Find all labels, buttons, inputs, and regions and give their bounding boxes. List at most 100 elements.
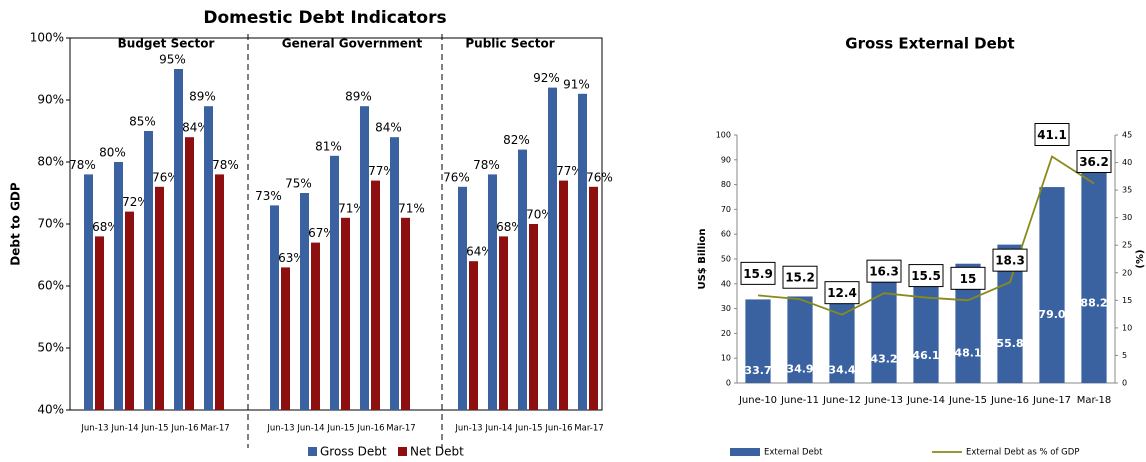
label-box [992,248,1028,272]
x-tick-label: June-11 [780,395,819,406]
value-label: 91% [563,77,590,91]
value-label: 68% [496,220,523,234]
x-tick-label: June-17 [1032,395,1071,406]
y-tick-label: 40% [37,403,64,417]
panel-title: Public Sector [465,37,554,51]
bar [215,174,224,410]
bar [469,261,478,410]
bar [330,155,339,410]
bar [518,149,527,410]
y-tick-label: 40 [721,279,731,288]
chart-title: Gross External Debt [845,35,1014,53]
y2-tick-label: 15 [1122,296,1132,305]
y2-tick-label: 35 [1122,186,1132,195]
bar-value-label: 33.7 [744,364,771,377]
bar [185,137,194,410]
x-tick-label: Jun-14 [110,424,138,434]
x-tick-label: Mar-17 [386,424,415,434]
value-label: 89% [345,90,372,104]
bar-value-label: 79.0 [1038,308,1065,321]
x-tick-label: Mar-17 [574,424,603,434]
bar [125,211,134,410]
value-label: 85% [129,115,156,129]
bar [499,236,508,410]
label-box [1034,122,1070,146]
x-tick-label: Jun-15 [514,424,542,434]
value-label: 71% [338,201,365,215]
label-box [782,265,818,289]
bar-value-label: 48.1 [954,346,981,359]
value-label: 92% [533,71,560,85]
value-label: 71% [398,201,425,215]
legend-swatch [308,447,317,456]
x-tick-label: Jun-15 [326,424,354,434]
value-label: 67% [308,226,335,240]
y-tick-label: 10 [721,354,731,363]
bar [281,267,290,410]
x-tick-label: Mar-17 [200,424,229,434]
value-label: 95% [159,53,186,67]
bar [401,217,410,410]
x-tick-label: June-12 [822,395,861,406]
value-label: 76% [586,170,613,184]
y-tick-label: 70% [37,217,64,231]
bar [360,106,369,410]
y2-tick-label: 30 [1122,213,1132,222]
label-box [1076,149,1112,173]
y-tick-label: 50% [37,341,64,355]
y-tick-label: 80 [721,180,731,189]
bar [300,193,309,410]
bar [787,296,813,383]
label-box [908,264,944,288]
label-box [866,259,902,283]
bar [114,162,123,410]
value-label: 78% [69,158,96,172]
x-tick-label: June-13 [864,395,903,406]
line-value-label: 15.9 [743,267,773,281]
value-label: 81% [315,139,342,153]
bar [913,268,939,383]
y-tick-label: 30 [721,304,731,313]
bar [548,87,557,410]
value-label: 89% [189,90,216,104]
line-value-label: 12.4 [827,286,857,300]
value-label: 70% [526,208,553,222]
value-label: 68% [92,220,119,234]
bar [458,186,467,410]
panel-title: General Government [282,37,423,51]
value-label: 75% [285,177,312,191]
value-label: 78% [473,158,500,172]
y2-tick-label: 10 [1122,323,1132,332]
y-tick-label: 60 [721,230,731,239]
bar-value-label: 43.2 [870,352,897,365]
line-value-label: 36.2 [1079,155,1109,169]
line-value-label: 41.1 [1037,128,1067,142]
line-value-label: 15 [960,272,977,286]
y2-axis-label: (%) [1135,249,1146,268]
y2-tick-label: 20 [1122,268,1132,277]
line-value-label: 18.3 [995,254,1025,268]
chart-title: Domestic Debt Indicators [203,8,446,28]
x-tick-label: Jun-16 [356,424,384,434]
bar [529,224,538,410]
value-label: 84% [182,121,209,135]
x-tick-label: Jun-16 [544,424,572,434]
y-tick-label: 100% [30,31,64,45]
label-box [740,261,776,285]
value-label: 72% [122,195,149,209]
bar-value-label: 88.2 [1080,297,1107,310]
x-tick-label: Jun-14 [484,424,512,434]
value-label: 84% [375,121,402,135]
y-tick-label: 70 [721,205,731,214]
bar [174,69,183,410]
bar-value-label: 55.8 [996,337,1023,350]
x-tick-label: June-15 [948,395,987,406]
legend-label: External Debt [764,448,823,458]
legend-swatch [730,448,760,456]
value-label: 77% [556,164,583,178]
value-label: 78% [212,158,239,172]
legend-label: Gross Debt [320,445,387,459]
bar [390,137,399,410]
y-tick-label: 50 [721,255,731,264]
